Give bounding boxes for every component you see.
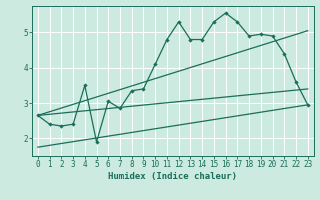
X-axis label: Humidex (Indice chaleur): Humidex (Indice chaleur) — [108, 172, 237, 181]
